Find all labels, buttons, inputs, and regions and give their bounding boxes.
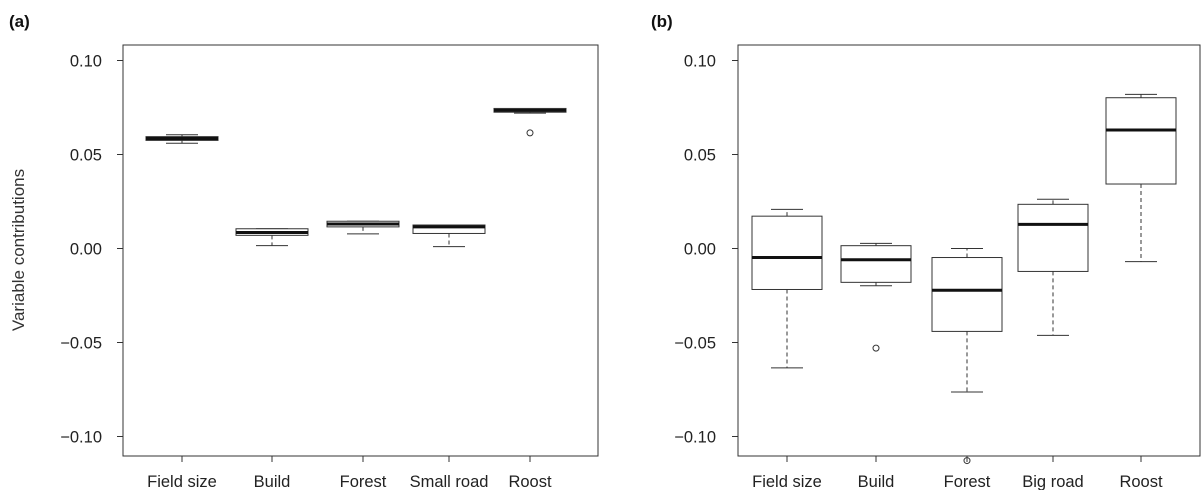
panel-a-y-axis: 0.10 0.05 0.00 −0.05 −0.10 <box>60 53 123 447</box>
outlier-b-2-0 <box>963 457 971 465</box>
panel-b-x-axis: Field size Build Forest Big road Roost <box>752 456 1163 490</box>
iqr-box-b-0 <box>751 215 823 290</box>
box-b-1 <box>840 242 912 352</box>
y-tick-label-a-0: 0.10 <box>70 53 102 71</box>
iqr-box-b-4 <box>1105 97 1177 185</box>
y-tick-label-b-4: −0.10 <box>674 429 716 447</box>
x-tick-label-b-3: Big road <box>1022 473 1083 490</box>
box-b-3 <box>1017 198 1089 336</box>
outlier-a-4-0 <box>526 129 534 137</box>
box-b-4 <box>1105 93 1177 263</box>
iqr-box-b-2 <box>931 257 1003 332</box>
x-tick-label-b-2: Forest <box>944 473 991 490</box>
y-tick-label-b-0: 0.10 <box>684 53 716 71</box>
panel-b-boxes <box>751 93 1177 465</box>
y-tick-label-a-4: −0.10 <box>60 429 102 447</box>
box-a-2 <box>326 220 400 235</box>
panel-b-y-axis: 0.10 0.05 0.00 −0.05 −0.10 <box>674 53 738 447</box>
y-axis-title: Variable contributions <box>9 169 28 331</box>
panel-a-plot-frame <box>122 44 599 457</box>
panel-a: (a) Variable contributions 0.10 0.05 0.00 −… <box>9 12 599 490</box>
y-tick-label-a-1: 0.05 <box>70 147 102 165</box>
iqr-box-b-1 <box>840 245 912 283</box>
iqr-box-a-3 <box>412 224 486 234</box>
x-tick-label-b-1: Build <box>858 473 895 490</box>
x-tick-label-a-4: Roost <box>508 473 552 490</box>
y-tick-label-a-3: −0.05 <box>60 335 102 353</box>
x-tick-label-b-4: Roost <box>1119 473 1163 490</box>
x-tick-label-a-1: Build <box>254 473 291 490</box>
y-tick-label-b-2: 0.00 <box>684 241 716 259</box>
box-a-0 <box>145 134 219 144</box>
box-a-1 <box>235 228 309 247</box>
panel-b-plot-frame <box>737 44 1201 457</box>
outlier-b-1-0 <box>872 344 880 352</box>
box-b-2 <box>931 248 1003 465</box>
panel-b: (b) 0.10 0.05 0.00 −0.05 −0.10 Field size Bui… <box>651 12 1201 490</box>
x-tick-label-b-0: Field size <box>752 473 822 490</box>
y-tick-label-b-3: −0.05 <box>674 335 716 353</box>
y-tick-label-a-2: 0.00 <box>70 241 102 259</box>
panel-b-label: (b) <box>651 12 673 31</box>
box-a-3 <box>412 224 486 248</box>
box-b-0 <box>751 208 823 369</box>
panel-a-boxes <box>145 107 567 248</box>
panel-a-x-axis: Field size Build Forest Small road Roost <box>147 456 552 490</box>
box-a-4 <box>493 107 567 137</box>
x-tick-label-a-0: Field size <box>147 473 217 490</box>
y-tick-label-b-1: 0.05 <box>684 147 716 165</box>
iqr-box-b-3 <box>1017 203 1089 272</box>
x-tick-label-a-3: Small road <box>410 473 489 490</box>
panel-a-label: (a) <box>9 12 30 31</box>
x-tick-label-a-2: Forest <box>340 473 387 490</box>
